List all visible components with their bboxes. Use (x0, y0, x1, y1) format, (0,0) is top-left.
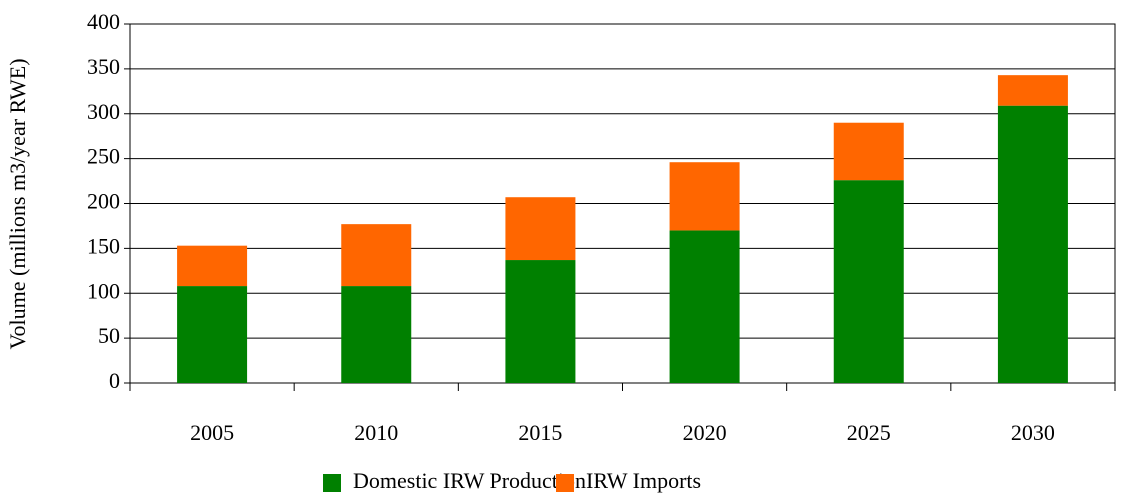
bar-segment (341, 224, 412, 287)
bar-segment (997, 105, 1068, 384)
y-tick-label: 100 (87, 278, 120, 303)
legend-swatch (323, 474, 341, 492)
legend-label: Domestic IRW Production (353, 468, 586, 493)
y-tick-label: 200 (87, 189, 120, 214)
y-tick-label: 0 (109, 368, 120, 393)
y-axis-label: Volume (millions m3/year RWE) (5, 58, 30, 349)
x-tick-label: 2025 (847, 420, 891, 445)
bar-segment (833, 180, 904, 383)
bar-segment (177, 286, 248, 383)
bar-segment (997, 75, 1068, 106)
y-tick-label: 250 (87, 144, 120, 169)
x-tick-label: 2020 (683, 420, 727, 445)
bar-segment (177, 245, 248, 287)
y-tick-label: 50 (98, 323, 120, 348)
x-tick-label: 2010 (354, 420, 398, 445)
y-tick-label: 300 (87, 99, 120, 124)
bar-segment (505, 260, 576, 383)
bar-segment (341, 286, 412, 383)
y-tick-label: 400 (87, 9, 120, 34)
x-tick-label: 2005 (190, 420, 234, 445)
bar-segment (669, 230, 740, 383)
legend-swatch (556, 474, 574, 492)
y-tick-label: 350 (87, 54, 120, 79)
legend-label: IRW Imports (586, 468, 701, 493)
x-tick-label: 2015 (518, 420, 562, 445)
bar-segment (505, 197, 576, 261)
bar-segment (669, 162, 740, 231)
bar-segment (833, 122, 904, 181)
y-tick-label: 150 (87, 233, 120, 258)
x-tick-label: 2030 (1011, 420, 1055, 445)
